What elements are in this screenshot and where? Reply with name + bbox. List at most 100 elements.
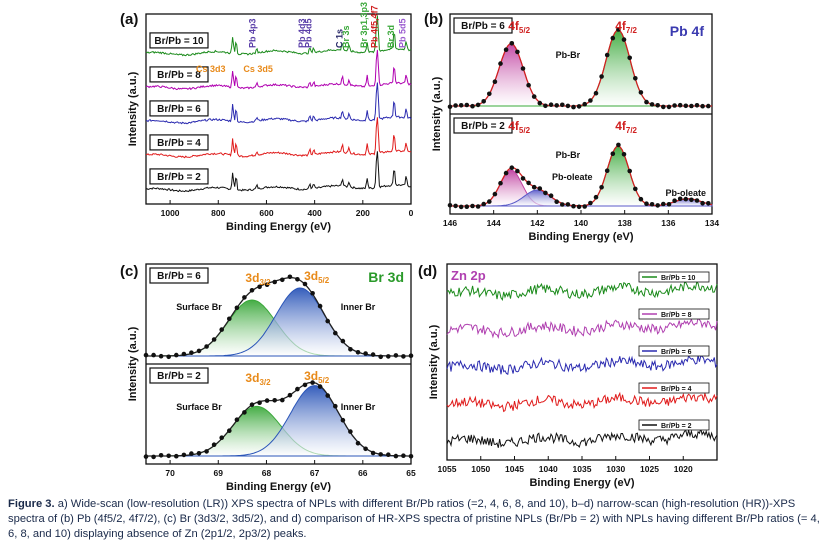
data-point: [302, 281, 308, 287]
data-point: [520, 176, 526, 181]
data-point: [633, 76, 638, 81]
data-point: [280, 397, 285, 403]
legend-label: Br/Pb = 4: [661, 386, 692, 393]
data-point: [393, 353, 399, 358]
data-point: [317, 303, 323, 309]
peak-label: 3d5/2: [304, 369, 330, 385]
legend-label: Br/Pb = 2: [661, 423, 692, 430]
data-point: [249, 402, 255, 408]
data-point: [599, 185, 604, 190]
peak-annotation: Br 3d: [386, 25, 396, 48]
peak-annotation: Pb 4p3: [248, 18, 258, 48]
data-point: [470, 203, 475, 209]
spectrum-line: [446, 316, 718, 340]
data-point: [627, 168, 632, 174]
data-point: [310, 380, 315, 385]
subplot-label: Br/Pb = 2: [157, 371, 201, 382]
data-point: [616, 142, 621, 148]
data-point: [340, 417, 346, 423]
data-point: [151, 352, 156, 358]
data-point: [700, 200, 705, 206]
data-point: [487, 91, 492, 97]
series-label: Br/Pb = 6: [157, 104, 201, 115]
data-point: [666, 104, 672, 110]
data-point: [196, 451, 202, 456]
x-axis-label: Binding Energy (eV): [226, 221, 331, 233]
data-point: [531, 184, 537, 190]
data-point: [333, 330, 338, 336]
data-point: [683, 103, 689, 109]
spectrum-line: [446, 280, 718, 301]
data-point: [610, 35, 616, 41]
x-tick-label: 1035: [573, 464, 592, 474]
data-point: [280, 277, 285, 283]
data-point: [492, 79, 498, 84]
x-tick-label: 800: [211, 208, 225, 218]
peak-annotation: Pb 4d5: [304, 18, 314, 48]
spectrum-line: [145, 151, 412, 193]
series-label-box: [149, 32, 209, 49]
data-point: [582, 204, 587, 209]
x-tick-label: 66: [358, 468, 368, 478]
data-point: [475, 204, 481, 209]
data-point: [464, 102, 470, 108]
data-point: [453, 203, 458, 209]
data-point: [302, 382, 308, 388]
x-tick-label: 67: [310, 468, 320, 478]
data-point: [503, 170, 509, 176]
spectrum-line: [146, 82, 412, 125]
data-point: [638, 196, 644, 202]
peak-label: Pb-oleate: [666, 188, 707, 198]
data-point: [593, 90, 599, 96]
data-point: [348, 429, 353, 434]
subplot-label-box: [149, 367, 209, 384]
data-point: [644, 99, 649, 105]
x-axis-label: Binding Energy (eV): [226, 481, 331, 492]
peak-annotation: Pb 4f5,4f7: [369, 5, 379, 48]
data-point: [655, 103, 660, 108]
data-point: [526, 82, 531, 88]
data-point: [672, 103, 677, 108]
data-point: [310, 291, 315, 296]
data-point: [475, 102, 481, 108]
fit-component: [146, 287, 411, 357]
data-point: [227, 316, 232, 322]
data-point: [481, 201, 487, 207]
data-point: [378, 354, 384, 360]
data-point: [616, 27, 621, 32]
data-point: [181, 452, 187, 458]
data-point: [520, 66, 526, 71]
data-point: [531, 94, 537, 99]
data-point: [348, 347, 353, 352]
legend-box: [638, 419, 710, 431]
data-point: [661, 104, 666, 110]
data-point: [249, 288, 255, 293]
data-point: [543, 190, 548, 196]
data-point: [204, 449, 209, 454]
data-point: [287, 274, 293, 280]
series-label-box: [149, 66, 209, 83]
data-point: [560, 202, 565, 207]
data-point: [378, 452, 384, 457]
data-point: [604, 168, 610, 173]
legend-box: [638, 345, 710, 357]
panel-d: (d) 1055 1050 1045 1040 1035 1030 1025 1020 Bindi…: [418, 263, 718, 489]
x-tick-label: 1050: [471, 464, 490, 474]
data-point: [666, 202, 672, 207]
peak-label: 4f7/2: [615, 119, 637, 135]
data-point: [503, 47, 509, 52]
data-point: [548, 193, 554, 198]
data-point: [317, 384, 323, 389]
data-point: [560, 102, 565, 108]
x-tick-label: 200: [356, 208, 370, 218]
spectrum-line: [446, 391, 718, 413]
panel-a: (a) 1000 800 600 400 200 0 Binding Energy (eV) I…: [120, 2, 414, 233]
x-tick-label: 140: [574, 218, 588, 228]
data-point: [174, 453, 179, 459]
spectrum-line: [145, 49, 412, 91]
data-point: [515, 49, 520, 55]
peak-label: 4f7/2: [615, 19, 637, 35]
data-point: [571, 203, 576, 209]
data-point: [689, 103, 694, 109]
data-point: [689, 197, 694, 203]
